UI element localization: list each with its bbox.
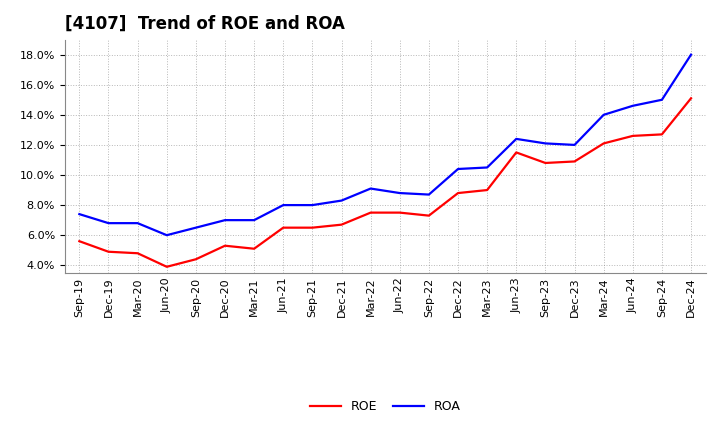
ROE: [337, 222, 346, 227]
ROA: [337, 198, 346, 203]
ROA: [250, 217, 258, 223]
ROE: [192, 257, 200, 262]
ROE: [512, 150, 521, 155]
ROE: [75, 238, 84, 244]
Line: ROA: ROA: [79, 55, 691, 235]
ROE: [308, 225, 317, 230]
ROA: [133, 220, 142, 226]
Legend: ROE, ROA: ROE, ROA: [310, 400, 461, 413]
ROE: [570, 159, 579, 164]
ROA: [366, 186, 375, 191]
ROA: [425, 192, 433, 197]
ROE: [425, 213, 433, 218]
ROA: [512, 136, 521, 142]
ROA: [220, 217, 229, 223]
ROA: [599, 112, 608, 117]
ROA: [163, 233, 171, 238]
ROE: [395, 210, 404, 215]
ROE: [629, 133, 637, 139]
ROE: [657, 132, 666, 137]
ROA: [454, 166, 462, 172]
ROE: [133, 251, 142, 256]
ROA: [75, 212, 84, 217]
ROE: [483, 187, 492, 193]
ROE: [250, 246, 258, 251]
ROA: [687, 52, 696, 57]
ROE: [220, 243, 229, 248]
ROA: [657, 97, 666, 103]
ROA: [570, 142, 579, 147]
ROE: [104, 249, 113, 254]
ROA: [308, 202, 317, 208]
ROA: [483, 165, 492, 170]
ROE: [279, 225, 287, 230]
ROA: [541, 141, 550, 146]
ROA: [192, 225, 200, 230]
Text: [4107]  Trend of ROE and ROA: [4107] Trend of ROE and ROA: [65, 15, 345, 33]
ROE: [454, 191, 462, 196]
ROE: [599, 141, 608, 146]
ROE: [366, 210, 375, 215]
ROA: [279, 202, 287, 208]
Line: ROE: ROE: [79, 98, 691, 267]
ROE: [687, 95, 696, 101]
ROE: [163, 264, 171, 269]
ROA: [395, 191, 404, 196]
ROA: [104, 220, 113, 226]
ROE: [541, 160, 550, 165]
ROA: [629, 103, 637, 108]
